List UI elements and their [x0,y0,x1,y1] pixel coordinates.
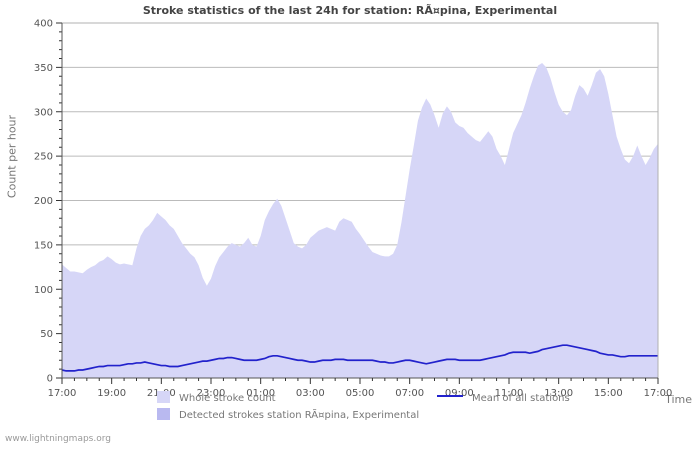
y-tick-label: 150 [34,240,53,251]
y-tick-label: 0 [47,374,53,385]
legend-item-whole-stroke-count: Whole stroke count [157,391,276,406]
x-tick-label: 11:00 [495,388,524,399]
y-tick-label: 400 [34,19,53,30]
x-tick-label: 23:00 [197,388,226,399]
y-tick-label: 200 [34,196,53,207]
legend-label-whole-stroke-count: Whole stroke count [179,393,276,404]
legend-item-detected-strokes: Detected strokes station RÃ¤pina, Experi… [157,408,419,423]
legend-item-mean-of-all-stations: Mean of all stations [437,391,570,406]
footer-attribution: www.lightningmaps.org [5,434,111,444]
legend-label-detected-strokes: Detected strokes station RÃ¤pina, Experi… [179,410,420,421]
legend-swatch-whole-stroke-count [157,391,170,403]
y-tick-label: 300 [34,107,53,118]
x-tick-label: 07:00 [395,388,424,399]
x-tick-label: 19:00 [97,388,126,399]
line-mean-of-all-stations [61,344,658,372]
chart-title: Stroke statistics of the last 24h for st… [142,4,558,17]
x-axis-label: Time [665,393,692,406]
x-tick-label: 17:00 [48,388,77,399]
x-tick-label: 17:00 [644,388,673,399]
legend-line-mean-of-all-stations [437,395,463,397]
legend-label-mean-of-all-stations: Mean of all stations [472,393,570,404]
y-tick-label: 100 [34,285,53,296]
x-tick-label: 01:00 [246,388,275,399]
area-whole-stroke-count [62,62,658,378]
x-tick-label: 05:00 [346,388,375,399]
y-tick-label: 50 [40,329,53,340]
legend-swatch-detected-strokes [157,408,170,420]
plot-area: 05010015020025030035040017:0019:0021:002… [34,19,673,400]
x-tick-label: 13:00 [544,388,573,399]
y-tick-label: 250 [34,152,53,163]
x-tick-label: 03:00 [296,388,325,399]
chart-legend: Whole stroke count Mean of all stations … [0,390,700,424]
x-tick-label: 15:00 [594,388,623,399]
x-tick-label: 09:00 [445,388,474,399]
y-tick-label: 350 [34,63,53,74]
